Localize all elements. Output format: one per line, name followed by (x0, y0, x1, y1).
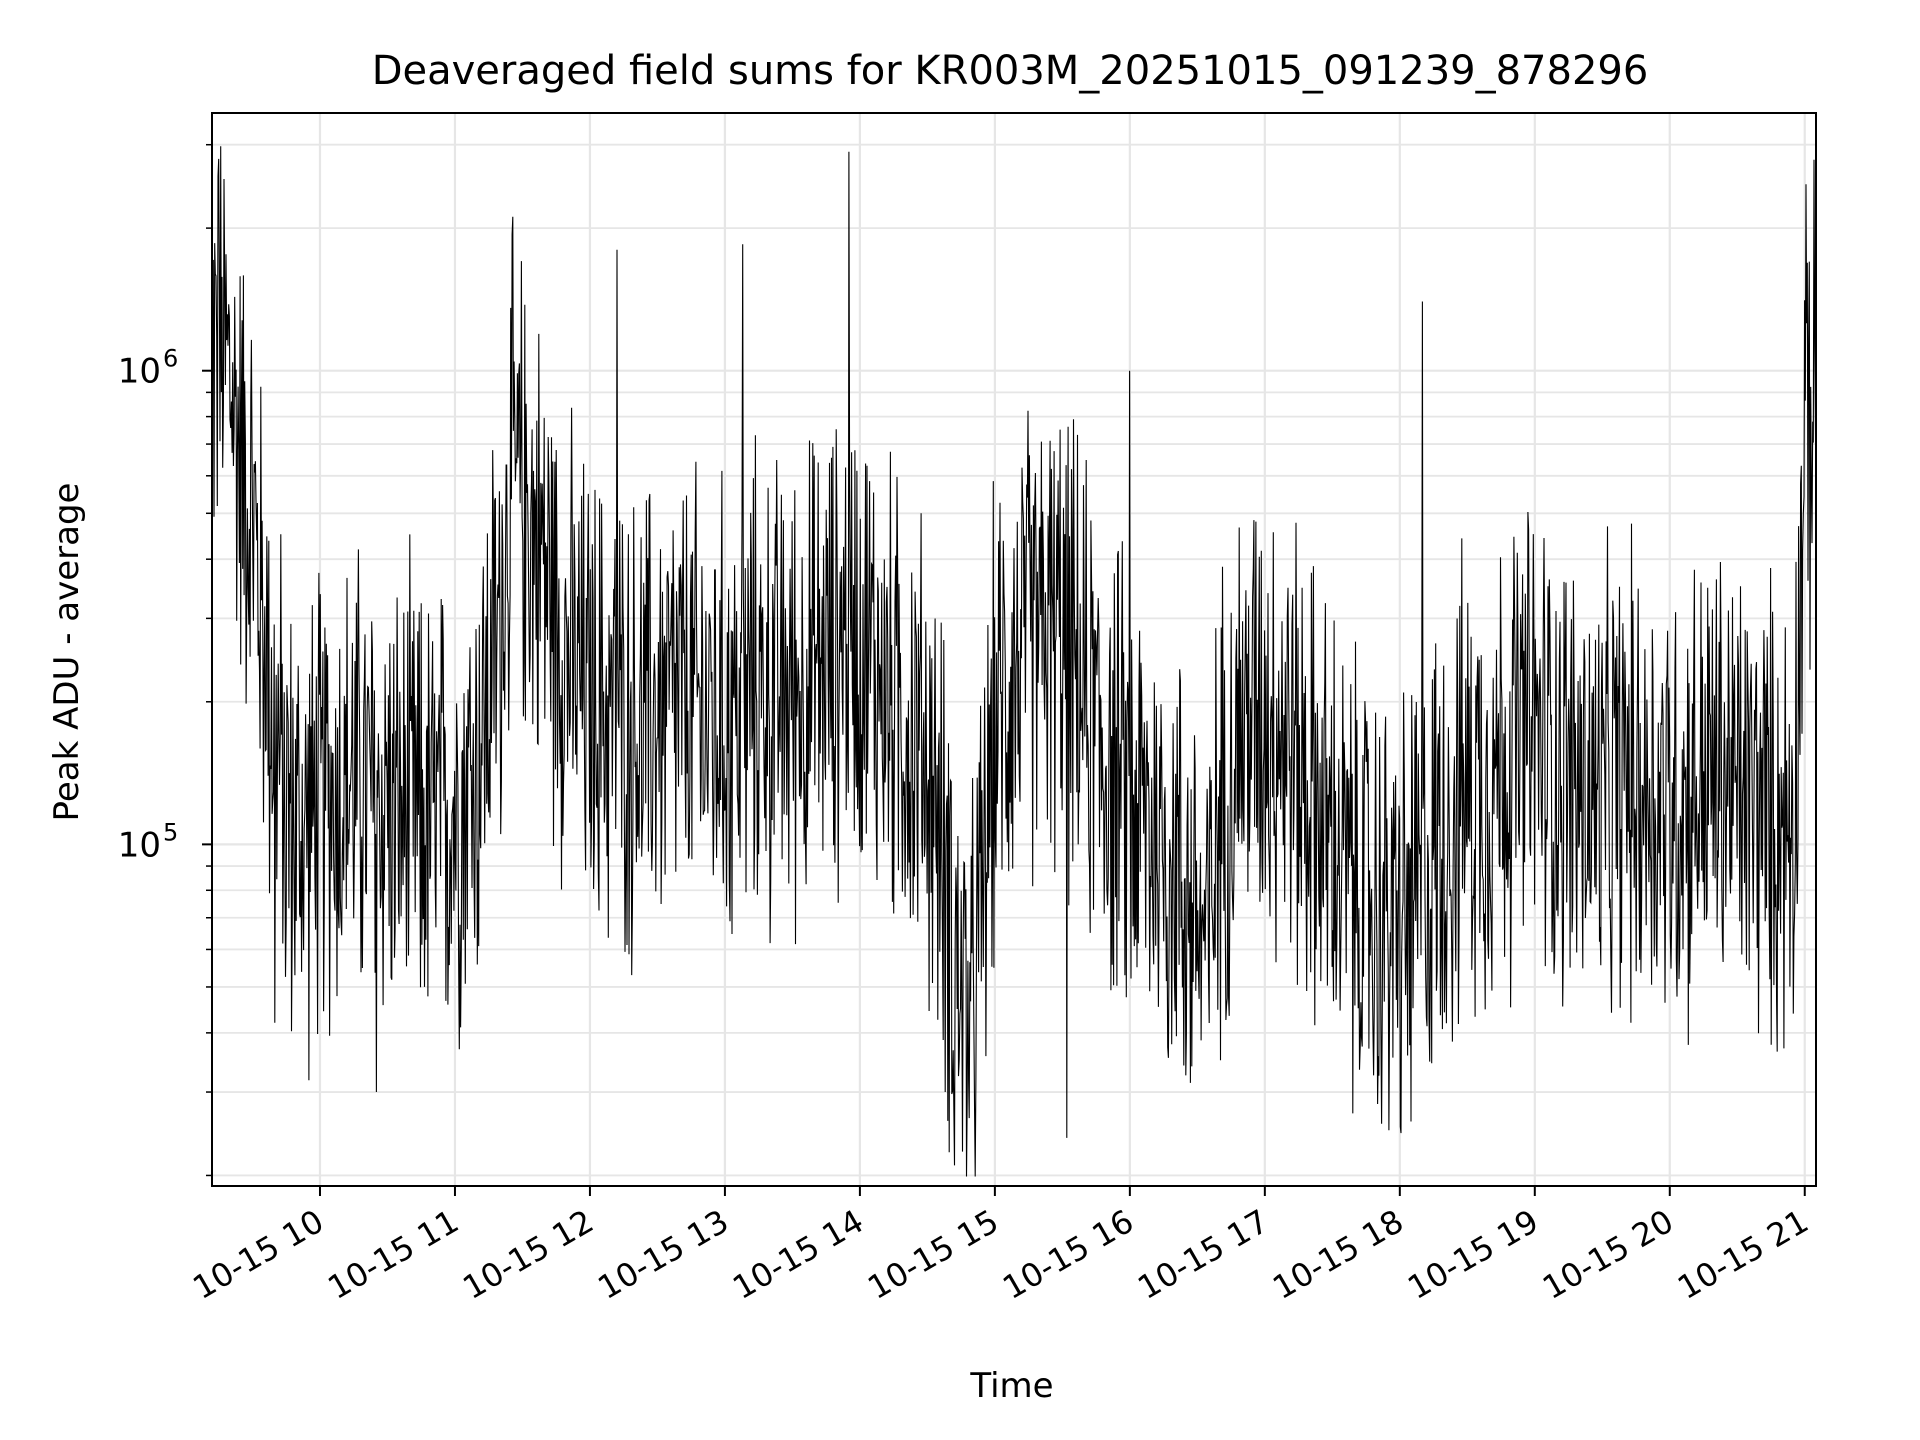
chart-title: Deaveraged field sums for KR003M_2025101… (372, 48, 1649, 94)
axes-frame (211, 112, 1817, 1187)
y-axis-label: Peak ADU - average (47, 483, 87, 822)
series-line (211, 146, 1817, 1177)
x-axis-label: Time (969, 1366, 1053, 1406)
plot-area (211, 146, 1817, 1177)
